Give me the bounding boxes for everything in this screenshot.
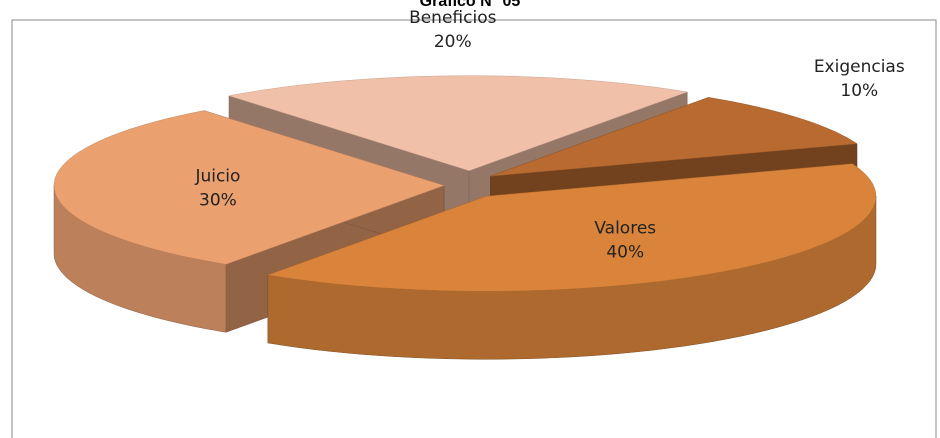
slice	[490, 97, 858, 177]
slice-label: Valores	[594, 219, 656, 239]
slice-value-label: 30%	[199, 190, 237, 210]
slice	[267, 163, 877, 292]
slice-label: Exigencias	[814, 57, 905, 77]
slice-label: Juicio	[194, 166, 240, 186]
chart-title: Gráfico N° 05	[420, 0, 521, 10]
slice-value-label: 20%	[434, 32, 472, 52]
slice	[53, 110, 445, 265]
slice	[228, 75, 689, 171]
slice-value-label: 10%	[840, 81, 878, 101]
slice-label: Beneficios	[409, 8, 497, 28]
slice-value-label: 40%	[606, 243, 644, 263]
